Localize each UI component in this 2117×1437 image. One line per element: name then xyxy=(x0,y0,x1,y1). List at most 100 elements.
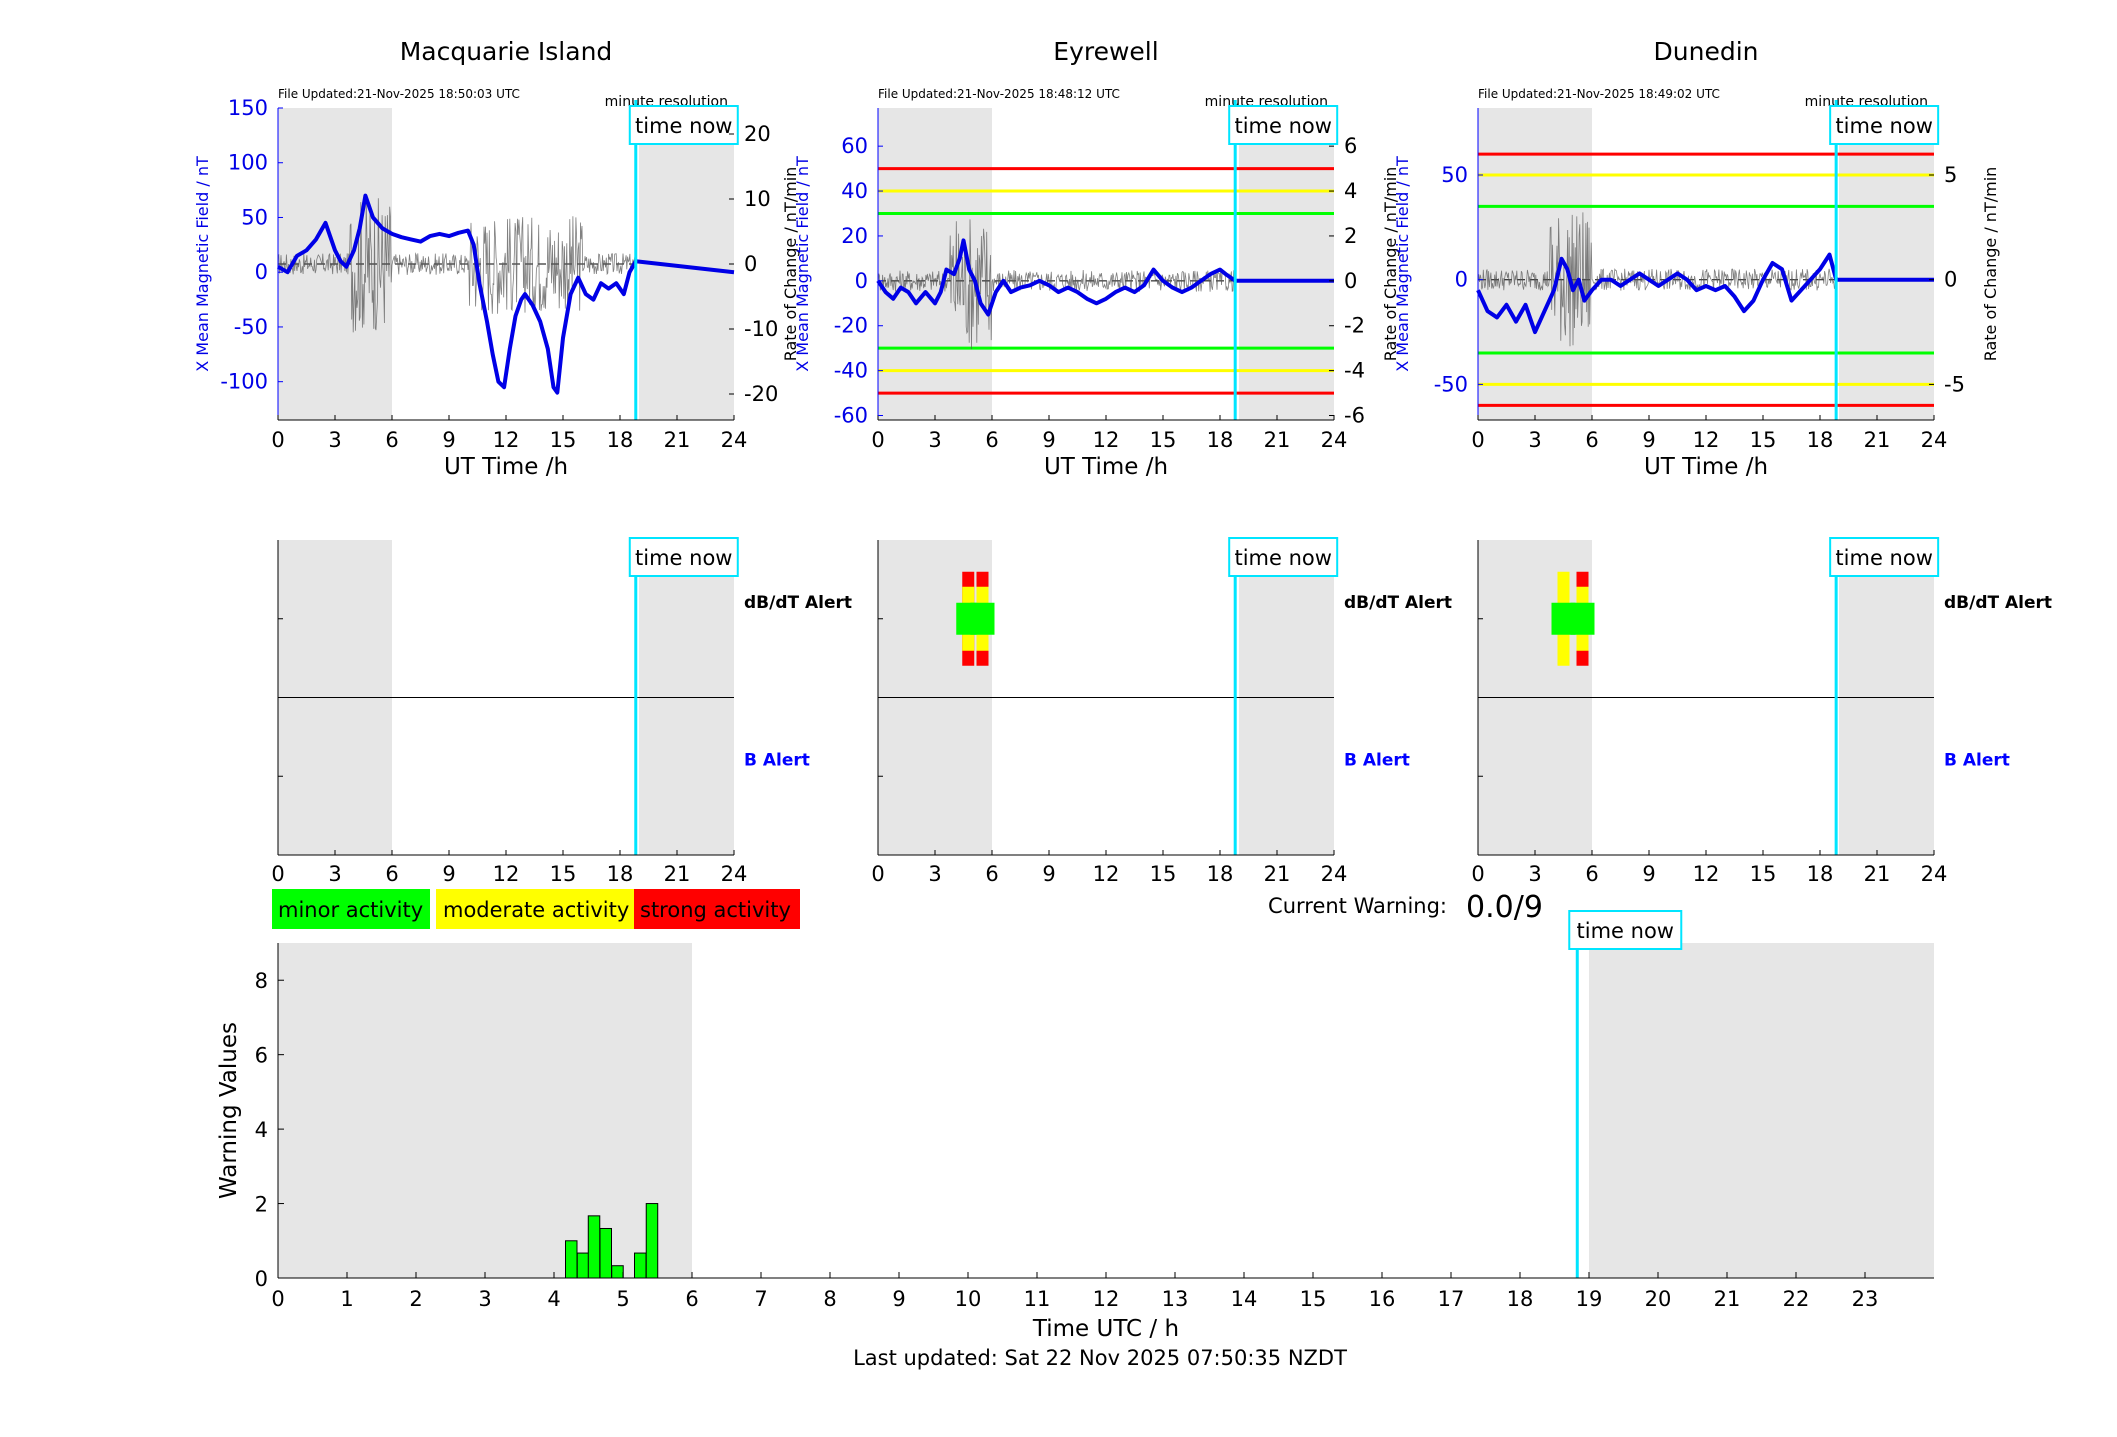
alert-panel-eyrewell: time now dB/dT Alert B Alert 0 3 6 9 12 15 18 21 24 xyxy=(871,537,1452,886)
y-right-axis-label: Rate of Change / nT/min xyxy=(1381,167,1400,362)
x-tick-label: 6 xyxy=(385,428,398,452)
y-left-tick-label: -40 xyxy=(834,359,868,383)
x-tick-label: 9 xyxy=(442,428,455,452)
night-shade xyxy=(1478,108,1592,420)
x-axis-label: Time UTC / h xyxy=(1032,1316,1179,1342)
x-tick-label: 6 xyxy=(985,862,998,886)
time-now-label: time now xyxy=(635,114,732,138)
night-shade xyxy=(1589,943,1934,1278)
station-panel-dunedin: Dunedin File Updated:21-Nov-2025 18:49:02… xyxy=(1393,37,2000,480)
time-now-label: time now xyxy=(1835,546,1932,570)
x-tick-label: 15 xyxy=(1300,1287,1327,1311)
x-tick-label: 3 xyxy=(328,428,341,452)
x-axis-label: UT Time /h xyxy=(1044,454,1168,480)
rate-of-change-trace xyxy=(1477,212,1837,347)
x-tick-label: 0 xyxy=(1471,862,1484,886)
x-tick-label: 9 xyxy=(1642,862,1655,886)
y-axis-label: Warning Values xyxy=(216,1022,242,1199)
legend-strong-label: strong activity xyxy=(640,898,791,922)
y-left-tick-label: 0 xyxy=(255,260,268,284)
x-tick-label: 12 xyxy=(1693,428,1720,452)
y-left-tick-label: 40 xyxy=(841,179,868,203)
y-left-tick-label: -60 xyxy=(834,404,868,428)
time-now-label: time now xyxy=(1234,546,1331,570)
x-tick-label: 2 xyxy=(409,1287,422,1311)
x-tick-label: 24 xyxy=(1921,862,1948,886)
x-tick-label: 15 xyxy=(550,862,577,886)
legend-minor-label: minor activity xyxy=(278,898,423,922)
x-tick-label: 21 xyxy=(664,862,691,886)
x-tick-label: 7 xyxy=(754,1287,767,1311)
x-tick-label: 10 xyxy=(955,1287,982,1311)
time-now-label: time now xyxy=(1234,114,1331,138)
x-mean-field-trace xyxy=(876,238,1334,317)
time-now-label: time now xyxy=(1577,919,1674,943)
y-right-tick-label: -20 xyxy=(744,382,778,406)
x-tick-label: 21 xyxy=(1264,428,1291,452)
y-left-tick-label: -50 xyxy=(234,315,268,339)
x-tick-label: 5 xyxy=(616,1287,629,1311)
warning-bar xyxy=(576,1252,590,1279)
alert-bar-minor xyxy=(1570,602,1595,635)
x-tick-label: 12 xyxy=(1093,862,1120,886)
x-tick-label: 0 xyxy=(271,428,284,452)
dbdt-alert-label: dB/dT Alert xyxy=(744,593,852,613)
x-tick-label: 3 xyxy=(478,1287,491,1311)
y-right-tick-label: -2 xyxy=(1344,314,1365,338)
x-tick-label: 12 xyxy=(1093,1287,1120,1311)
time-now-label: time now xyxy=(635,546,732,570)
x-axis-label: UT Time /h xyxy=(444,454,568,480)
legend-moderate-label: moderate activity xyxy=(443,898,629,922)
x-tick-label: 21 xyxy=(1264,862,1291,886)
station-panel-macquarie-island: Macquarie Island File Updated:21-Nov-2025… xyxy=(193,37,800,480)
x-tick-label: 6 xyxy=(1585,862,1598,886)
y-left-tick-label: 150 xyxy=(228,96,268,120)
x-tick-label: 14 xyxy=(1231,1287,1258,1311)
dbdt-alert-label: dB/dT Alert xyxy=(1944,593,2052,613)
rate-of-change-trace xyxy=(277,198,636,333)
night-shade xyxy=(878,108,992,420)
y-left-tick-label: 20 xyxy=(841,224,868,248)
x-tick-label: 24 xyxy=(721,862,748,886)
legend-strong-swatch xyxy=(634,889,800,929)
alert-panel-dunedin: time now dB/dT Alert B Alert 0 3 6 9 12 15 18 21 24 xyxy=(1471,537,2052,886)
y-left-tick-label: -50 xyxy=(1434,372,1468,396)
night-shade xyxy=(1239,108,1334,420)
file-updated-text: File Updated:21-Nov-2025 18:48:12 UTC xyxy=(878,87,1120,101)
time-now-label: time now xyxy=(1835,114,1932,138)
y-left-tick-label: 0 xyxy=(1455,268,1468,292)
x-tick-label: 9 xyxy=(892,1287,905,1311)
x-tick-label: 9 xyxy=(1642,428,1655,452)
time-now-box xyxy=(1829,105,1940,145)
x-tick-label: 15 xyxy=(1150,862,1177,886)
x-tick-label: 3 xyxy=(1528,862,1541,886)
night-shade xyxy=(1839,108,1934,420)
y-left-axis-label: X Mean Magnetic Field / nT xyxy=(1393,156,1412,372)
y-right-tick-label: -5 xyxy=(1944,372,1965,396)
x-axis-label: UT Time /h xyxy=(1644,454,1768,480)
night-shade xyxy=(278,943,692,1278)
x-tick-label: 19 xyxy=(1576,1287,1603,1311)
x-tick-label: 12 xyxy=(493,428,520,452)
y-left-tick-label: 0 xyxy=(855,269,868,293)
x-tick-label: 15 xyxy=(1150,428,1177,452)
x-tick-label: 24 xyxy=(1921,428,1948,452)
last-updated: Last updated: Sat 22 Nov 2025 07:50:35 N… xyxy=(853,1346,1347,1370)
x-tick-label: 0 xyxy=(871,862,884,886)
x-tick-label: 21 xyxy=(1714,1287,1741,1311)
x-tick-label: 6 xyxy=(385,862,398,886)
rate-of-change-trace xyxy=(877,219,1236,350)
y-right-tick-label: 0 xyxy=(1944,268,1957,292)
legend-moderate-swatch xyxy=(436,889,634,929)
time-now-box xyxy=(1228,537,1339,577)
x-tick-label: 18 xyxy=(607,428,634,452)
x-tick-label: 18 xyxy=(607,862,634,886)
x-tick-label: 12 xyxy=(1693,862,1720,886)
y-right-tick-label: -6 xyxy=(1344,404,1365,428)
x-tick-label: 0 xyxy=(271,862,284,886)
x-tick-label: 18 xyxy=(1807,428,1834,452)
x-tick-label: 22 xyxy=(1783,1287,1810,1311)
b-alert-label: B Alert xyxy=(1344,751,1410,771)
x-tick-label: 18 xyxy=(1207,428,1234,452)
y-left-tick-label: 100 xyxy=(228,151,268,175)
